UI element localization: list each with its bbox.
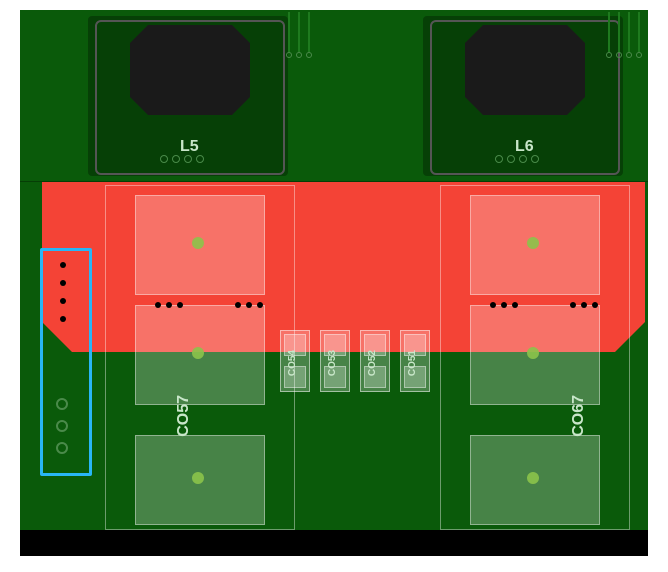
via <box>166 302 172 308</box>
net-trace <box>288 12 290 52</box>
pad-chamfer <box>130 97 148 115</box>
silk-label-l5: L5 <box>180 138 199 156</box>
pad-chamfer <box>465 25 483 43</box>
via <box>257 302 263 308</box>
via <box>570 302 576 308</box>
pad-chamfer <box>465 97 483 115</box>
net-via <box>296 52 302 58</box>
selection-highlight <box>40 248 92 476</box>
net-trace <box>628 12 630 52</box>
silk-label-co53: CO53 <box>327 350 338 376</box>
net-via <box>286 52 292 58</box>
pad-chamfer <box>567 97 585 115</box>
pad-chamfer <box>232 25 250 43</box>
inductor-pin <box>519 155 527 163</box>
via <box>235 302 241 308</box>
net-trace <box>618 12 620 52</box>
inductor-pin <box>160 155 168 163</box>
pcb-screenshot: L5 L6 CO54 CO53 CO52 CO51 CO57 CO67 <box>0 0 668 572</box>
silk-label-co67: CO67 <box>570 395 588 437</box>
net-via <box>306 52 312 58</box>
pad-chamfer <box>232 97 250 115</box>
silk-label-l6: L6 <box>515 138 534 156</box>
inductor-pin <box>531 155 539 163</box>
via <box>512 302 518 308</box>
pad-center-dot <box>192 237 204 249</box>
pad-center-dot <box>527 472 539 484</box>
pad-center-dot <box>527 347 539 359</box>
silk-label-co52: CO52 <box>367 350 378 376</box>
via <box>490 302 496 308</box>
pad-center-dot <box>192 347 204 359</box>
via <box>581 302 587 308</box>
inductor-pin <box>507 155 515 163</box>
net-via <box>606 52 612 58</box>
net-trace <box>308 12 310 52</box>
board-margin <box>20 530 648 556</box>
pad-center-dot <box>192 472 204 484</box>
silk-label-co54: CO54 <box>287 350 298 376</box>
pad-chamfer <box>567 25 585 43</box>
inductor-pin <box>196 155 204 163</box>
via <box>177 302 183 308</box>
net-trace <box>608 12 610 52</box>
via <box>501 302 507 308</box>
inductor-pin <box>184 155 192 163</box>
via <box>592 302 598 308</box>
inductor-pin <box>172 155 180 163</box>
via <box>155 302 161 308</box>
net-via <box>626 52 632 58</box>
net-via <box>636 52 642 58</box>
silk-label-co57: CO57 <box>175 395 193 437</box>
pad-center-dot <box>527 237 539 249</box>
net-via <box>616 52 622 58</box>
inductor-pin <box>495 155 503 163</box>
net-trace <box>298 12 300 52</box>
via <box>246 302 252 308</box>
net-trace <box>638 12 640 52</box>
silk-label-co51: CO51 <box>407 350 418 376</box>
pad-chamfer <box>130 25 148 43</box>
